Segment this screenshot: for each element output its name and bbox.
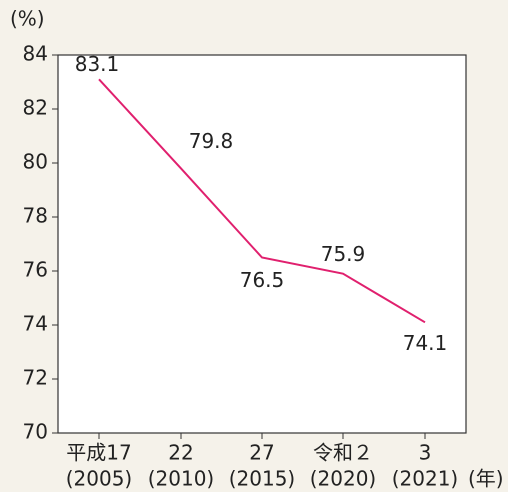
y-tick-label: 84 — [23, 42, 48, 66]
data-label: 75.9 — [321, 242, 366, 266]
line — [98, 78, 426, 324]
y-tick-label: 72 — [23, 366, 48, 390]
x-tick-label: 27 — [249, 441, 274, 465]
data-label: 76.5 — [240, 268, 285, 292]
y-tick-label: 78 — [23, 204, 48, 228]
y-tick-label: 80 — [23, 150, 48, 174]
x-tick-label: 平成17 — [66, 441, 131, 465]
y-tick-label: 76 — [23, 258, 48, 282]
x-axis-unit: (年) — [468, 467, 504, 491]
data-label: 83.1 — [75, 52, 120, 76]
x-tick-year: (2005) — [66, 467, 133, 491]
data-label: 79.8 — [189, 129, 234, 153]
x-tick-year: (2020) — [310, 467, 377, 491]
x-tick-label: 令和２ — [313, 441, 373, 465]
plot-area — [57, 54, 467, 434]
y-axis-label: (%) — [10, 7, 45, 31]
x-tick-label: 3 — [419, 441, 432, 465]
data-label: 74.1 — [403, 331, 448, 355]
x-tick-label: 22 — [168, 441, 193, 465]
x-tick-year: (2021) — [392, 467, 459, 491]
y-tick-label: 70 — [23, 420, 48, 444]
x-tick-year: (2015) — [229, 467, 296, 491]
y-tick-label: 82 — [23, 96, 48, 120]
y-tick-label: 74 — [23, 312, 48, 336]
x-tick-year: (2010) — [148, 467, 215, 491]
